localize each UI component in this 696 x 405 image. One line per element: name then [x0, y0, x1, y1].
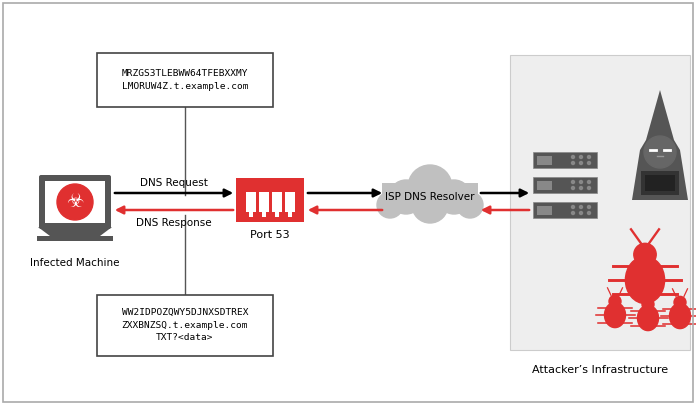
Circle shape	[634, 243, 656, 266]
FancyBboxPatch shape	[37, 236, 113, 241]
Circle shape	[389, 180, 423, 214]
FancyBboxPatch shape	[510, 55, 690, 350]
FancyBboxPatch shape	[271, 192, 281, 212]
Circle shape	[674, 296, 686, 308]
Circle shape	[587, 156, 590, 158]
Ellipse shape	[605, 303, 626, 328]
Polygon shape	[382, 183, 478, 203]
FancyBboxPatch shape	[537, 156, 551, 164]
Circle shape	[377, 192, 403, 218]
Circle shape	[571, 156, 574, 158]
Circle shape	[57, 184, 93, 220]
Text: Infected Machine: Infected Machine	[30, 258, 120, 268]
Circle shape	[571, 211, 574, 215]
FancyBboxPatch shape	[97, 53, 273, 107]
Text: DNS Response: DNS Response	[136, 218, 212, 228]
Circle shape	[437, 180, 471, 214]
Circle shape	[580, 162, 583, 164]
FancyBboxPatch shape	[274, 212, 278, 217]
Ellipse shape	[670, 303, 690, 328]
Circle shape	[571, 181, 574, 183]
FancyBboxPatch shape	[533, 152, 597, 168]
FancyBboxPatch shape	[645, 175, 675, 191]
FancyBboxPatch shape	[97, 294, 273, 356]
Ellipse shape	[626, 256, 665, 303]
Ellipse shape	[638, 305, 658, 330]
Polygon shape	[632, 90, 688, 200]
FancyBboxPatch shape	[236, 178, 304, 222]
FancyBboxPatch shape	[533, 202, 597, 218]
Circle shape	[580, 211, 583, 215]
Circle shape	[642, 298, 654, 310]
Circle shape	[580, 186, 583, 190]
FancyBboxPatch shape	[258, 192, 269, 212]
FancyBboxPatch shape	[246, 192, 255, 212]
Circle shape	[571, 205, 574, 209]
Circle shape	[587, 211, 590, 215]
Circle shape	[580, 156, 583, 158]
FancyBboxPatch shape	[641, 171, 679, 195]
FancyBboxPatch shape	[262, 212, 265, 217]
Circle shape	[457, 192, 483, 218]
FancyBboxPatch shape	[285, 192, 294, 212]
Circle shape	[580, 181, 583, 183]
FancyBboxPatch shape	[537, 181, 551, 190]
Circle shape	[644, 136, 676, 168]
FancyBboxPatch shape	[533, 177, 597, 193]
Circle shape	[587, 205, 590, 209]
Text: DNS Request: DNS Request	[140, 178, 208, 188]
FancyBboxPatch shape	[537, 205, 551, 215]
Circle shape	[412, 187, 448, 223]
Text: Port 53: Port 53	[250, 230, 290, 240]
Polygon shape	[38, 227, 112, 237]
Text: Attacker’s Infrastructure: Attacker’s Infrastructure	[532, 365, 668, 375]
Circle shape	[587, 162, 590, 164]
FancyBboxPatch shape	[248, 212, 253, 217]
FancyBboxPatch shape	[287, 212, 292, 217]
Text: ☣: ☣	[66, 192, 84, 211]
Circle shape	[580, 205, 583, 209]
Circle shape	[571, 186, 574, 190]
Circle shape	[587, 181, 590, 183]
Text: WW2IDPOZQWY5DJNXSDTREX
ZXXBNZSQ.t.example.com
TXT?<data>: WW2IDPOZQWY5DJNXSDTREX ZXXBNZSQ.t.exampl…	[122, 308, 248, 342]
Circle shape	[609, 295, 621, 307]
Circle shape	[408, 165, 452, 209]
Circle shape	[587, 186, 590, 190]
Circle shape	[571, 162, 574, 164]
Text: MRZGS3TLEBWW64TFEBXXMY
LMORUW4Z.t.example.com: MRZGS3TLEBWW64TFEBXXMY LMORUW4Z.t.exampl…	[122, 69, 248, 91]
FancyBboxPatch shape	[45, 181, 105, 223]
FancyBboxPatch shape	[39, 175, 111, 229]
Text: ISP DNS Resolver: ISP DNS Resolver	[386, 192, 475, 202]
